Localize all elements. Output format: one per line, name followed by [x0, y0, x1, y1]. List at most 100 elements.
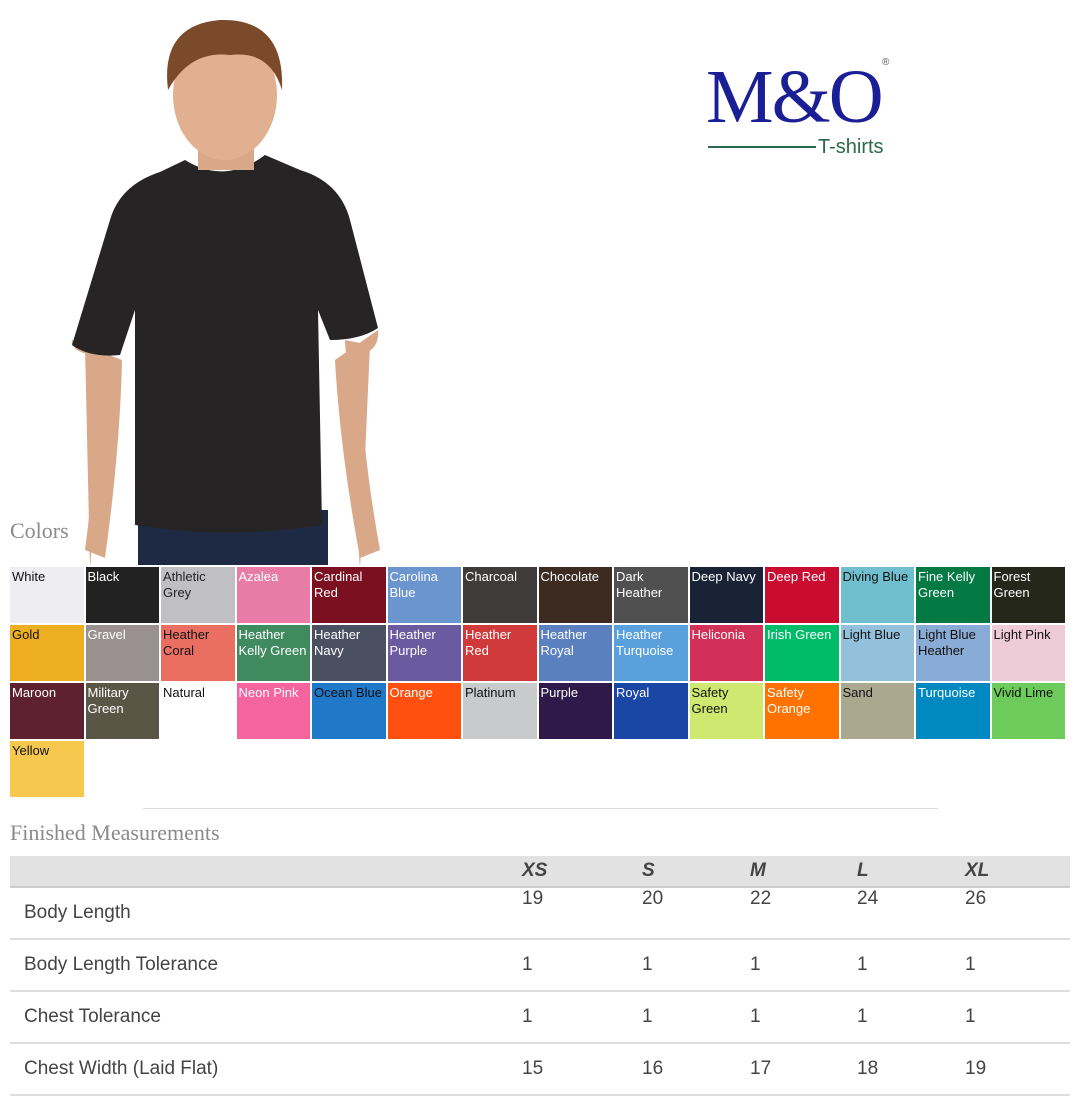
color-swatch[interactable]: Heliconia [689, 625, 763, 681]
swatch-label: Light Blue Heather [918, 627, 976, 658]
logo-underline [708, 146, 816, 148]
color-swatch[interactable]: Vivid Lime [991, 683, 1065, 739]
color-swatch[interactable]: Forest Green [991, 567, 1065, 623]
swatch-label: Fine Kelly Green [918, 569, 976, 600]
row-value: 1 [642, 991, 750, 1044]
swatch-label: Safety Orange [767, 685, 811, 716]
color-swatch[interactable]: Light Pink [991, 625, 1065, 681]
header-size: M [750, 856, 857, 888]
color-swatch[interactable]: Heather Kelly Green [236, 625, 310, 681]
row-label: Body Length Tolerance [10, 939, 522, 992]
color-swatch[interactable]: Yellow [10, 741, 84, 797]
color-swatch[interactable]: Royal [614, 683, 688, 739]
color-swatch[interactable]: Light Blue Heather [916, 625, 990, 681]
color-swatch[interactable]: Natural [161, 683, 235, 739]
swatch-label: Military Green [87, 685, 129, 716]
row-value: 1 [965, 991, 1070, 1044]
row-label: Body Length [10, 887, 522, 940]
color-swatch[interactable]: Gold [10, 625, 84, 681]
color-swatch[interactable]: Orange [387, 683, 461, 739]
swatch-label: Heather Purple [389, 627, 436, 658]
color-swatch[interactable]: Purple [538, 683, 612, 739]
divider [143, 808, 938, 809]
swatch-label: Carolina Blue [389, 569, 438, 600]
product-photo [71, 19, 380, 565]
logo-main-text: M&O [706, 55, 884, 139]
swatch-label: Royal [616, 685, 650, 700]
row-label: Chest Width (Laid Flat) [10, 1043, 522, 1096]
color-swatch[interactable]: Chocolate [538, 567, 612, 623]
logo-sub-text: T-shirts [818, 136, 884, 158]
row-value: 19 [965, 1043, 1070, 1096]
swatch-label: Gravel [87, 627, 126, 642]
table-row: Body Length 19 20 22 24 26 [10, 887, 1070, 940]
swatch-label: Platinum [465, 685, 516, 700]
table-header-row: XS S M L XL [10, 856, 1070, 888]
color-swatch[interactable]: Light Blue [840, 625, 914, 681]
color-swatch[interactable]: Heather Navy [312, 625, 386, 681]
swatch-label: Sand [842, 685, 873, 700]
header-size: XS [522, 856, 642, 888]
table-row: Chest Width (Laid Flat) 15 16 17 18 19 [10, 1043, 1070, 1096]
color-swatch[interactable]: Heather Royal [538, 625, 612, 681]
registered-mark: ® [882, 57, 890, 68]
swatch-label: Charcoal [465, 569, 518, 584]
swatch-label: Heather Kelly Green [238, 627, 307, 658]
color-swatch[interactable]: Safety Orange [765, 683, 839, 739]
row-value: 20 [642, 887, 750, 940]
swatch-label: Heather Red [465, 627, 512, 658]
color-swatch[interactable]: Heather Red [463, 625, 537, 681]
color-swatch[interactable]: Carolina Blue [387, 567, 461, 623]
color-swatch[interactable]: Platinum [463, 683, 537, 739]
color-swatch[interactable]: Charcoal [463, 567, 537, 623]
color-swatch[interactable]: Safety Green [689, 683, 763, 739]
color-swatch[interactable]: Deep Navy [689, 567, 763, 623]
measurements-table: XS S M L XL Body Length 19 20 22 24 26 Body Le… [10, 856, 1070, 1096]
color-swatch[interactable]: Azalea [236, 567, 310, 623]
color-swatch[interactable]: Athletic Grey [161, 567, 235, 623]
row-value: 26 [965, 887, 1070, 940]
color-swatch[interactable]: White [10, 567, 84, 623]
color-swatch[interactable]: Deep Red [765, 567, 839, 623]
color-swatch[interactable]: Heather Turquoise [614, 625, 688, 681]
color-swatch[interactable]: Gravel [85, 625, 159, 681]
color-swatch[interactable]: Sand [840, 683, 914, 739]
swatch-label: Azalea [238, 569, 279, 584]
swatch-label: Purple [540, 685, 579, 700]
color-swatch[interactable]: Heather Coral [161, 625, 235, 681]
swatch-label: Turquoise [918, 685, 976, 700]
color-swatch[interactable]: Diving Blue [840, 567, 914, 623]
color-swatch[interactable]: Neon Pink [236, 683, 310, 739]
swatch-label: Heather Navy [314, 627, 361, 658]
color-swatch-grid: White Black Athletic Grey Azalea Cardinal Re… [10, 567, 1066, 797]
row-value: 16 [642, 1043, 750, 1096]
swatch-label: Heather Royal [540, 627, 587, 658]
color-swatch[interactable]: Dark Heather [614, 567, 688, 623]
color-swatch[interactable]: Cardinal Red [312, 567, 386, 623]
row-value: 1 [642, 939, 750, 992]
row-value: 1 [750, 991, 857, 1044]
measurements-title: Finished Measurements [10, 820, 220, 845]
swatch-label: Light Pink [993, 627, 1051, 642]
header-size: S [642, 856, 750, 888]
swatch-label: Deep Navy [691, 569, 756, 584]
color-swatch[interactable]: Heather Purple [387, 625, 461, 681]
swatch-label: Diving Blue [842, 569, 909, 584]
colors-title: Colors [10, 518, 69, 543]
row-value: 22 [750, 887, 857, 940]
color-swatch[interactable]: Fine Kelly Green [916, 567, 990, 623]
swatch-label: Athletic Grey [163, 569, 206, 600]
color-swatch[interactable]: Irish Green [765, 625, 839, 681]
color-swatch[interactable]: Maroon [10, 683, 84, 739]
color-swatch[interactable]: Turquoise [916, 683, 990, 739]
row-label: Chest Tolerance [10, 991, 522, 1044]
swatch-label: Neon Pink [238, 685, 299, 700]
swatch-label: Chocolate [540, 569, 600, 584]
color-swatch[interactable]: Ocean Blue [312, 683, 386, 739]
color-swatch[interactable]: Black [85, 567, 159, 623]
table-row: Chest Tolerance 1 1 1 1 1 [10, 991, 1070, 1044]
color-swatch[interactable]: Military Green [85, 683, 159, 739]
row-value: 24 [857, 887, 965, 940]
swatch-label: Cardinal Red [314, 569, 363, 600]
swatch-label: Black [87, 569, 120, 584]
